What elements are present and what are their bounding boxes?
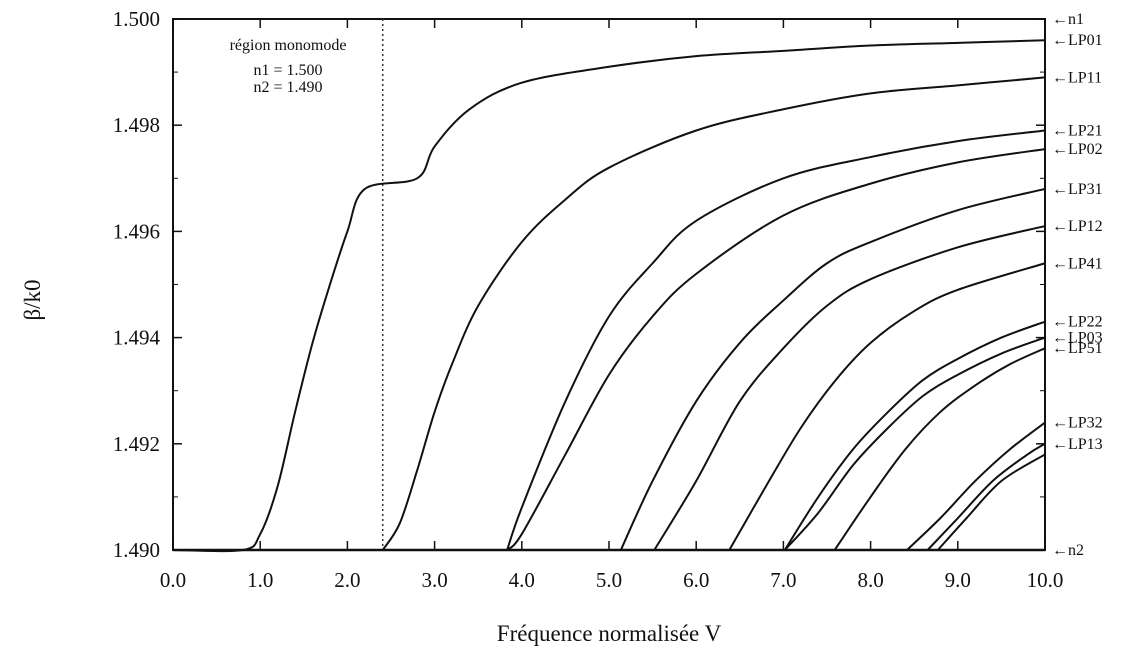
annotation-n2: n2 = 1.490: [253, 79, 322, 96]
boundary-label: ←n2: [1052, 542, 1084, 559]
curve-lp41: [728, 262, 1046, 551]
mode-label-lp22: ←LP22: [1052, 314, 1103, 331]
mode-label-lp03: ←LP03: [1052, 330, 1103, 347]
y-tick-label: 1.494: [113, 326, 161, 350]
curve-lp32: [906, 421, 1046, 551]
ticks: [172, 18, 1046, 551]
mode-label-lp01: ←LP01: [1052, 32, 1103, 49]
curve-lp31: [619, 187, 1046, 551]
y-tick-label: 1.500: [113, 7, 160, 31]
x-tick-label: 0.0: [160, 568, 186, 592]
tick-labels: 0.0 1.0 2.0 3.0 4.0 5.0 6.0 7.0 8.0 9.0 10.0 1.490 1…: [113, 7, 1064, 592]
y-tick-label: 1.498: [113, 113, 160, 137]
annotation-region-monomode: région monomode: [230, 37, 347, 54]
curve-lp51: [833, 347, 1046, 551]
x-tick-label: 9.0: [945, 568, 971, 592]
curve-lp12: [653, 225, 1046, 551]
x-tick-label: 10.0: [1027, 568, 1064, 592]
mode-curves: [172, 39, 1046, 553]
curve-lp02: [506, 148, 1046, 551]
mode-label-lp02: ←LP02: [1052, 141, 1103, 158]
x-tick-label: 6.0: [683, 568, 709, 592]
y-tick-label: 1.490: [113, 538, 160, 562]
x-tick-label: 4.0: [509, 568, 535, 592]
x-axis-title: Fréquence normalisée V: [497, 621, 722, 646]
x-tick-label: 5.0: [596, 568, 622, 592]
mode-label-lp11: ←LP11: [1052, 69, 1102, 86]
mode-label-lp13: ←LP13: [1052, 436, 1103, 453]
curve-lp11: [381, 76, 1046, 551]
y-tick-label: 1.492: [113, 432, 160, 456]
x-tick-label: 8.0: [857, 568, 883, 592]
mode-label-lp51: ←LP51: [1052, 340, 1103, 357]
mode-label-lp12: ←LP12: [1052, 218, 1103, 235]
boundary-label: ←n1: [1052, 11, 1084, 28]
mode-label-lp32: ←LP32: [1052, 415, 1103, 432]
plot-frame: [172, 18, 1046, 551]
curve-lp01: [172, 39, 1046, 553]
x-tick-label: 1.0: [247, 568, 273, 592]
curve-lp03: [784, 336, 1046, 551]
x-tick-label: 2.0: [334, 568, 360, 592]
mode-labels: ←n1 ←n2 ←LP01 ←LP11 ←LP21←LP02 ←LP31 ←LP12 ←LP4…: [1052, 11, 1103, 559]
mode-label-lp41: ←LP41: [1052, 255, 1103, 272]
curve-lp21: [506, 129, 1046, 551]
annotation-n1: n1 = 1.500: [253, 62, 322, 79]
y-axis-title: β/k0: [20, 279, 45, 320]
y-tick-label: 1.496: [113, 219, 160, 243]
x-tick-label: 3.0: [421, 568, 447, 592]
x-tick-label: 7.0: [770, 568, 796, 592]
mode-label-lp31: ←LP31: [1052, 181, 1103, 198]
curve-lp22: [783, 320, 1046, 551]
mode-label-lp21: ←LP21: [1052, 123, 1103, 140]
curve-mode-12: [937, 453, 1046, 551]
curve-lp13: [926, 442, 1046, 551]
